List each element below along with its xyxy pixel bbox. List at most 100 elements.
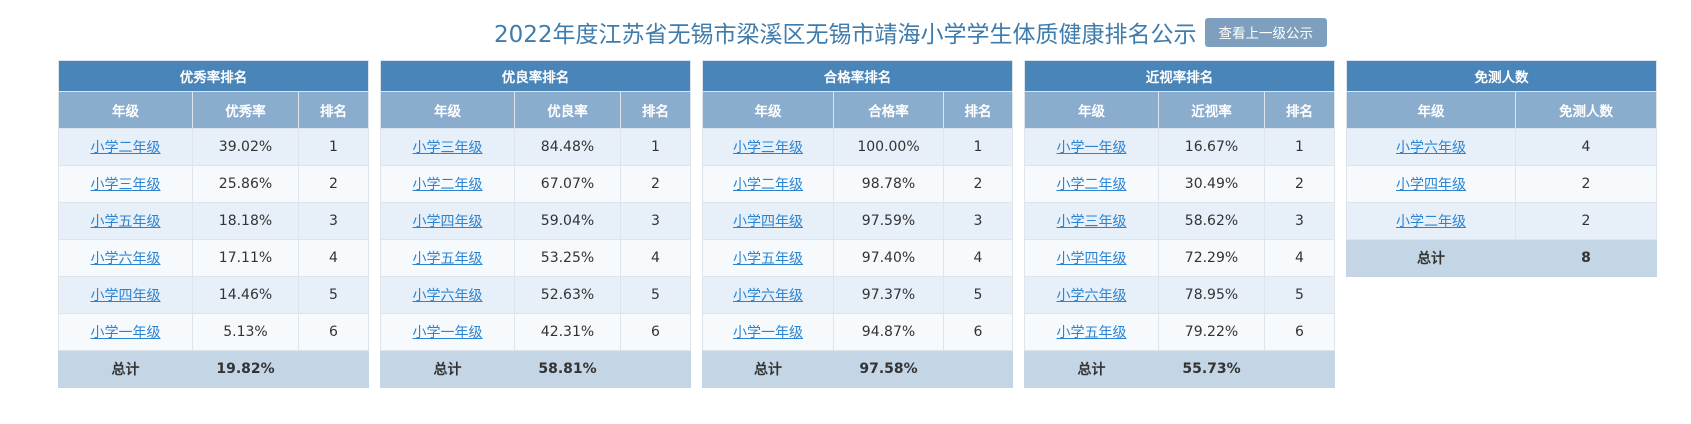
column-header-grade: 年级 [380, 91, 515, 129]
total-label: 总计 [1024, 350, 1159, 388]
grade-link[interactable]: 小学六年级 [412, 288, 483, 304]
column-header-rank: 排名 [942, 91, 1014, 129]
value-cell: 78.95% [1158, 276, 1265, 314]
grade-cell: 小学四年级 [1024, 239, 1159, 277]
grade-link[interactable]: 小学三年级 [733, 140, 803, 156]
grade-cell: 小学四年级 [380, 202, 515, 240]
grade-link[interactable]: 小学三年级 [90, 177, 161, 193]
column-header-value: 合格率 [833, 91, 944, 129]
grade-link[interactable]: 小学四年级 [90, 288, 161, 304]
grade-cell: 小学六年级 [1024, 276, 1159, 314]
rank-cell: 6 [942, 313, 1014, 351]
total-row: 总计 58.81% [380, 350, 692, 388]
value-cell: 42.31% [514, 313, 621, 351]
table-row: 小学四年级 59.04% 3 [380, 202, 692, 240]
grade-cell: 小学五年级 [58, 202, 193, 240]
grade-link[interactable]: 小学六年级 [733, 288, 803, 304]
rank-cell: 6 [619, 313, 692, 351]
table-row: 小学五年级 97.40% 4 [702, 239, 1014, 277]
grade-link[interactable]: 小学一年级 [733, 325, 803, 341]
column-header-value: 优秀率 [192, 91, 299, 129]
total-value: 58.81% [514, 350, 621, 388]
grade-link[interactable]: 小学一年级 [412, 325, 483, 341]
grade-link[interactable]: 小学二年级 [412, 177, 483, 193]
grade-cell: 小学三年级 [58, 165, 193, 203]
rank-cell: 4 [942, 239, 1014, 277]
value-cell: 25.86% [192, 165, 299, 203]
grade-link[interactable]: 小学六年级 [1396, 140, 1466, 156]
value-cell: 72.29% [1158, 239, 1265, 277]
excellent-rate-table: 优秀率排名 年级 优秀率 排名 小学二年级 39.02% 1 小学三年级 25.… [57, 60, 370, 388]
table-title: 合格率排名 [701, 60, 1014, 92]
grade-link[interactable]: 小学三年级 [1056, 214, 1127, 230]
grade-cell: 小学三年级 [702, 128, 834, 166]
table-row: 小学二年级 98.78% 2 [702, 165, 1014, 203]
rank-cell: 1 [619, 128, 692, 166]
column-header-count: 免测人数 [1515, 91, 1657, 129]
view-parent-button[interactable]: 查看上一级公示 [1204, 17, 1328, 47]
count-cell: 2 [1515, 165, 1657, 203]
grade-link[interactable]: 小学五年级 [733, 251, 803, 267]
rank-cell: 5 [297, 276, 370, 314]
exempt-count-table: 免测人数 年级 免测人数 小学六年级 4 小学四年级 2 小学二年级 2 总计 … [1346, 60, 1657, 277]
grade-link[interactable]: 小学二年级 [90, 140, 161, 156]
grade-link[interactable]: 小学二年级 [1396, 214, 1466, 230]
column-header-grade: 年级 [1346, 91, 1516, 129]
grade-link[interactable]: 小学四年级 [412, 214, 483, 230]
grade-link[interactable]: 小学一年级 [1056, 140, 1127, 156]
grade-link[interactable]: 小学四年级 [1396, 177, 1466, 193]
rank-cell: 5 [942, 276, 1014, 314]
value-cell: 5.13% [192, 313, 299, 351]
table-row: 小学四年级 72.29% 4 [1024, 239, 1336, 277]
value-cell: 97.37% [833, 276, 944, 314]
table-title: 优良率排名 [379, 60, 692, 92]
total-value: 19.82% [192, 350, 299, 388]
table-row: 小学六年级 4 [1346, 128, 1657, 166]
grade-cell: 小学二年级 [1346, 202, 1516, 240]
table-row: 小学三年级 58.62% 3 [1024, 202, 1336, 240]
rank-cell: 5 [619, 276, 692, 314]
total-rank-cell [297, 350, 370, 388]
page-title: 2022年度江苏省无锡市梁溪区无锡市靖海小学学生体质健康排名公示 [493, 22, 1197, 48]
grade-link[interactable]: 小学五年级 [90, 214, 161, 230]
grade-cell: 小学六年级 [380, 276, 515, 314]
grade-link[interactable]: 小学二年级 [1056, 177, 1127, 193]
value-cell: 53.25% [514, 239, 621, 277]
grade-cell: 小学二年级 [380, 165, 515, 203]
grade-link[interactable]: 小学四年级 [733, 214, 803, 230]
grade-cell: 小学二年级 [1024, 165, 1159, 203]
grade-link[interactable]: 小学六年级 [90, 251, 161, 267]
rank-cell: 4 [297, 239, 370, 277]
value-cell: 52.63% [514, 276, 621, 314]
table-row: 小学一年级 16.67% 1 [1024, 128, 1336, 166]
table-row: 小学四年级 14.46% 5 [58, 276, 370, 314]
grade-link[interactable]: 小学五年级 [412, 251, 483, 267]
column-header-rank: 排名 [619, 91, 692, 129]
grade-cell: 小学四年级 [58, 276, 193, 314]
table-row: 小学四年级 2 [1346, 165, 1657, 203]
grade-cell: 小学六年级 [1346, 128, 1516, 166]
value-cell: 39.02% [192, 128, 299, 166]
value-cell: 16.67% [1158, 128, 1265, 166]
grade-cell: 小学一年级 [380, 313, 515, 351]
rank-cell: 6 [1263, 313, 1336, 351]
grade-link[interactable]: 小学二年级 [733, 177, 803, 193]
grade-link[interactable]: 小学三年级 [412, 140, 483, 156]
grade-cell: 小学四年级 [1346, 165, 1516, 203]
grade-link[interactable]: 小学五年级 [1056, 325, 1127, 341]
grade-cell: 小学二年级 [58, 128, 193, 166]
value-cell: 59.04% [514, 202, 621, 240]
rank-cell: 3 [1263, 202, 1336, 240]
table-title: 免测人数 [1346, 60, 1657, 92]
grade-cell: 小学三年级 [380, 128, 515, 166]
value-cell: 58.62% [1158, 202, 1265, 240]
total-row: 总计 19.82% [58, 350, 370, 388]
grade-link[interactable]: 小学六年级 [1056, 288, 1127, 304]
table-row: 小学二年级 30.49% 2 [1024, 165, 1336, 203]
rank-cell: 5 [1263, 276, 1336, 314]
column-header-value: 优良率 [514, 91, 621, 129]
total-row: 总计 55.73% [1024, 350, 1336, 388]
grade-link[interactable]: 小学一年级 [90, 325, 161, 341]
grade-link[interactable]: 小学四年级 [1056, 251, 1127, 267]
rank-cell: 4 [619, 239, 692, 277]
